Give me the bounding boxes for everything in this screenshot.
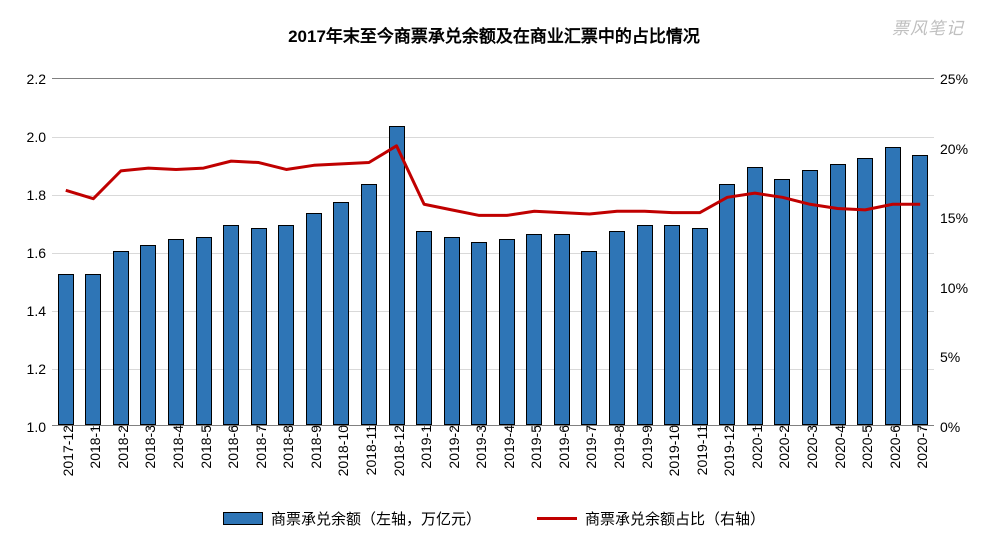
y-left-tick: 1.2 [27, 361, 52, 377]
y-left-tick: 2.0 [27, 129, 52, 145]
x-tick-label: 2020-1 [749, 425, 765, 469]
legend-item-bars: 商票承兑余额（左轴，万亿元） [223, 508, 481, 529]
x-tick-label: 2019-1 [418, 425, 434, 469]
x-tick-label: 2020-3 [804, 425, 820, 469]
y-left-tick: 1.6 [27, 245, 52, 261]
x-tick-label: 2018-3 [142, 425, 158, 469]
y-right-tick: 10% [934, 280, 968, 296]
line-series [52, 79, 934, 425]
x-tick-label: 2020-5 [859, 425, 875, 469]
x-tick-label: 2019-11 [694, 425, 710, 475]
legend-bar-label: 商票承兑余额（左轴，万亿元） [271, 508, 481, 529]
y-left-tick: 1.4 [27, 303, 52, 319]
x-tick-label: 2018-6 [225, 425, 241, 469]
x-tick-label: 2018-10 [335, 425, 351, 476]
y-left-tick: 1.0 [27, 419, 52, 435]
x-tick-label: 2020-4 [832, 425, 848, 469]
legend-line-label: 商票承兑余额占比（右轴） [585, 508, 765, 529]
x-tick-label: 2019-9 [639, 425, 655, 469]
x-tick-label: 2020-2 [776, 425, 792, 469]
x-tick-label: 2018-5 [198, 425, 214, 469]
y-right-tick: 5% [934, 349, 960, 365]
legend-line-swatch [537, 517, 577, 520]
y-left-tick: 1.8 [27, 187, 52, 203]
x-tick-label: 2018-7 [253, 425, 269, 469]
x-tick-label: 2018-8 [280, 425, 296, 469]
x-tick-label: 2019-7 [583, 425, 599, 469]
y-right-tick: 20% [934, 141, 968, 157]
y-right-tick: 0% [934, 419, 960, 435]
legend: 商票承兑余额（左轴，万亿元） 商票承兑余额占比（右轴） [0, 508, 988, 529]
x-tick-label: 2019-5 [528, 425, 544, 469]
legend-item-line: 商票承兑余额占比（右轴） [537, 508, 765, 529]
x-tick-label: 2019-12 [721, 425, 737, 476]
plot-area: 1.01.21.41.61.82.02.20%5%10%15%20%25%201… [52, 78, 934, 426]
legend-bar-swatch [223, 512, 263, 525]
x-tick-label: 2017-12 [60, 425, 76, 476]
x-tick-label: 2019-8 [611, 425, 627, 469]
x-tick-label: 2018-12 [391, 425, 407, 476]
x-tick-label: 2020-6 [887, 425, 903, 469]
x-tick-label: 2020-7 [914, 425, 930, 469]
y-left-tick: 2.2 [27, 71, 52, 87]
x-tick-label: 2018-11 [363, 425, 379, 475]
chart-title: 2017年末至今商票承兑余额及在商业汇票中的占比情况 [0, 22, 988, 47]
x-tick-label: 2019-2 [446, 425, 462, 469]
x-tick-label: 2019-6 [556, 425, 572, 469]
x-tick-label: 2019-4 [501, 425, 517, 469]
x-tick-label: 2018-2 [115, 425, 131, 469]
x-tick-label: 2018-9 [308, 425, 324, 469]
x-tick-label: 2019-3 [473, 425, 489, 469]
x-tick-label: 2018-4 [170, 425, 186, 469]
x-tick-label: 2019-10 [666, 425, 682, 476]
x-tick-label: 2018-1 [87, 425, 103, 469]
y-right-tick: 25% [934, 71, 968, 87]
y-right-tick: 15% [934, 210, 968, 226]
